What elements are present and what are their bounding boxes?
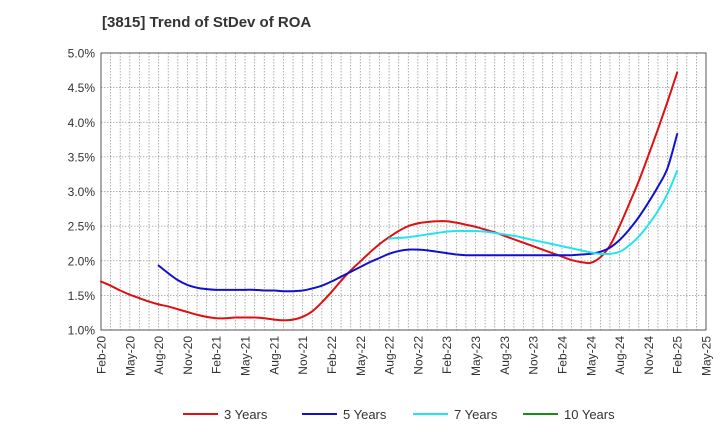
y-tick-label: 1.5%: [68, 289, 96, 303]
x-tick-label: May-20: [123, 336, 137, 376]
x-tick-label: Aug-23: [498, 336, 512, 375]
legend-label-10-years: 10 Years: [564, 407, 615, 422]
series-layer: [100, 71, 679, 322]
x-tick-label: Aug-20: [152, 336, 166, 375]
x-tick-label: Nov-20: [181, 336, 195, 375]
x-tick-label: Nov-24: [642, 336, 656, 375]
chart-title: [3815] Trend of StDev of ROA: [102, 14, 312, 31]
x-tick-label: Feb-25: [671, 336, 685, 374]
x-tick-label: Nov-22: [411, 336, 425, 375]
grid-layer: [100, 52, 707, 331]
y-tick-label: 2.0%: [68, 254, 96, 268]
x-tick-label: Feb-23: [440, 336, 454, 374]
x-tick-label: Nov-23: [527, 336, 541, 375]
y-tick-label: 5.0%: [68, 47, 96, 61]
y-tick-label: 1.0%: [68, 324, 96, 338]
x-tick-label: Aug-24: [613, 336, 627, 375]
x-tick-label: May-21: [239, 336, 253, 376]
x-tick-label: Feb-24: [555, 336, 569, 374]
x-tick-label: May-24: [584, 336, 598, 376]
axis-layer: 1.0% 1.5% 2.0% 2.5% 3.0% 3.5% 4.0% 4.5% 5.0% Feb-…: [68, 47, 714, 377]
legend-label-7-years: 7 Years: [454, 407, 498, 422]
plot-border: [100, 52, 707, 331]
x-tick-label: Aug-22: [383, 336, 397, 375]
x-tick-label: Feb-22: [325, 336, 339, 374]
x-tick-label: Aug-21: [267, 336, 281, 375]
x-tick-label: Feb-21: [210, 336, 224, 374]
y-tick-label: 4.0%: [68, 116, 96, 130]
series-line-5-years: [157, 133, 679, 293]
legend-label-5-years: 5 Years: [343, 407, 387, 422]
x-tick-label: May-22: [354, 336, 368, 376]
series-line-7-years: [388, 169, 679, 256]
x-tick-label: May-25: [700, 336, 714, 376]
y-tick-label: 4.5%: [68, 81, 96, 95]
x-tick-label: Nov-21: [296, 336, 310, 375]
x-tick-label: May-23: [469, 336, 483, 376]
y-tick-label: 3.5%: [68, 150, 96, 164]
y-tick-label: 3.0%: [68, 185, 96, 199]
y-tick-label: 2.5%: [68, 220, 96, 234]
series-line-3-years: [100, 71, 679, 322]
x-tick-label: Feb-20: [95, 336, 109, 374]
legend-label-3-years: 3 Years: [224, 407, 268, 422]
legend-layer: 3 Years 5 Years 7 Years 10 Years: [183, 407, 615, 422]
